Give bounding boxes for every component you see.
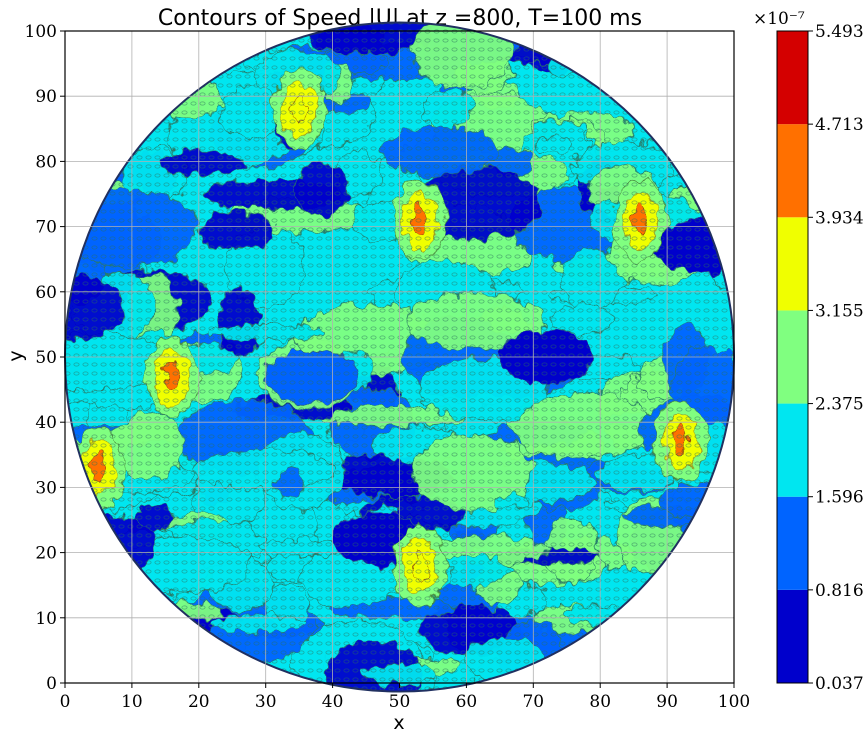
- colorbar-scale-label: ×10⁻⁷: [753, 9, 805, 29]
- x-axis-label: x: [393, 712, 404, 734]
- y-axis-label: y: [5, 350, 27, 361]
- colorbar-block: [777, 496, 808, 590]
- y-tick-label: 100: [25, 22, 57, 42]
- colorbar-tick-label: 2.375: [815, 395, 864, 415]
- colorbar-tick-label: 0.037: [815, 674, 864, 694]
- y-tick-label: 70: [35, 218, 57, 238]
- colorbar-tick-label: 3.155: [815, 301, 864, 321]
- colorbar-tick-label: 1.596: [815, 488, 864, 508]
- x-tick-label: 20: [188, 692, 210, 712]
- plot-area: 0 10 20 30 40 50 60 70 80 90 100 0 10 20 30 40 50 60 70 80…: [25, 21, 750, 712]
- y-tick-label: 0: [46, 674, 57, 694]
- y-tick-label: 50: [35, 348, 57, 368]
- y-tick-label: 80: [35, 152, 57, 172]
- x-tick-label: 70: [522, 692, 544, 712]
- colorbar: 0.037 0.816 1.596 2.375 3.155 3.934 4.713 5.493…: [753, 9, 864, 694]
- y-axis: 0 10 20 30 40 50 60 70 80 90 100: [25, 22, 65, 694]
- x-tick-label: 10: [121, 692, 143, 712]
- colorbar-block: [777, 31, 808, 125]
- x-axis: 0 10 20 30 40 50 60 70 80 90 100: [60, 683, 750, 712]
- x-tick-label: 90: [656, 692, 678, 712]
- y-tick-label: 20: [35, 544, 57, 564]
- colorbar-blocks: [777, 31, 808, 683]
- x-tick-label: 100: [718, 692, 750, 712]
- colorbar-block: [777, 403, 808, 497]
- x-tick-label: 0: [60, 692, 71, 712]
- y-tick-label: 30: [35, 478, 57, 498]
- colorbar-block: [777, 217, 808, 311]
- colorbar-block: [777, 310, 808, 404]
- colorbar-tick-label: 3.934: [815, 208, 864, 228]
- colorbar-block: [777, 124, 808, 218]
- colorbar-tick-label: 4.713: [815, 115, 864, 135]
- x-tick-label: 80: [589, 692, 611, 712]
- colorbar-tick-label: 0.816: [815, 581, 864, 601]
- colorbar-ticks: 0.037 0.816 1.596 2.375 3.155 3.934 4.713 5.493: [808, 22, 864, 694]
- x-tick-label: 30: [255, 692, 277, 712]
- x-tick-label: 50: [389, 692, 411, 712]
- x-tick-label: 40: [322, 692, 344, 712]
- colorbar-tick-label: 5.493: [815, 22, 864, 42]
- colorbar-frame: [776, 30, 809, 684]
- y-tick-label: 60: [35, 283, 57, 303]
- colorbar-block: [777, 589, 808, 683]
- y-tick-label: 90: [35, 87, 57, 107]
- y-tick-label: 10: [35, 609, 57, 629]
- y-tick-label: 40: [35, 413, 57, 433]
- x-tick-label: 60: [456, 692, 478, 712]
